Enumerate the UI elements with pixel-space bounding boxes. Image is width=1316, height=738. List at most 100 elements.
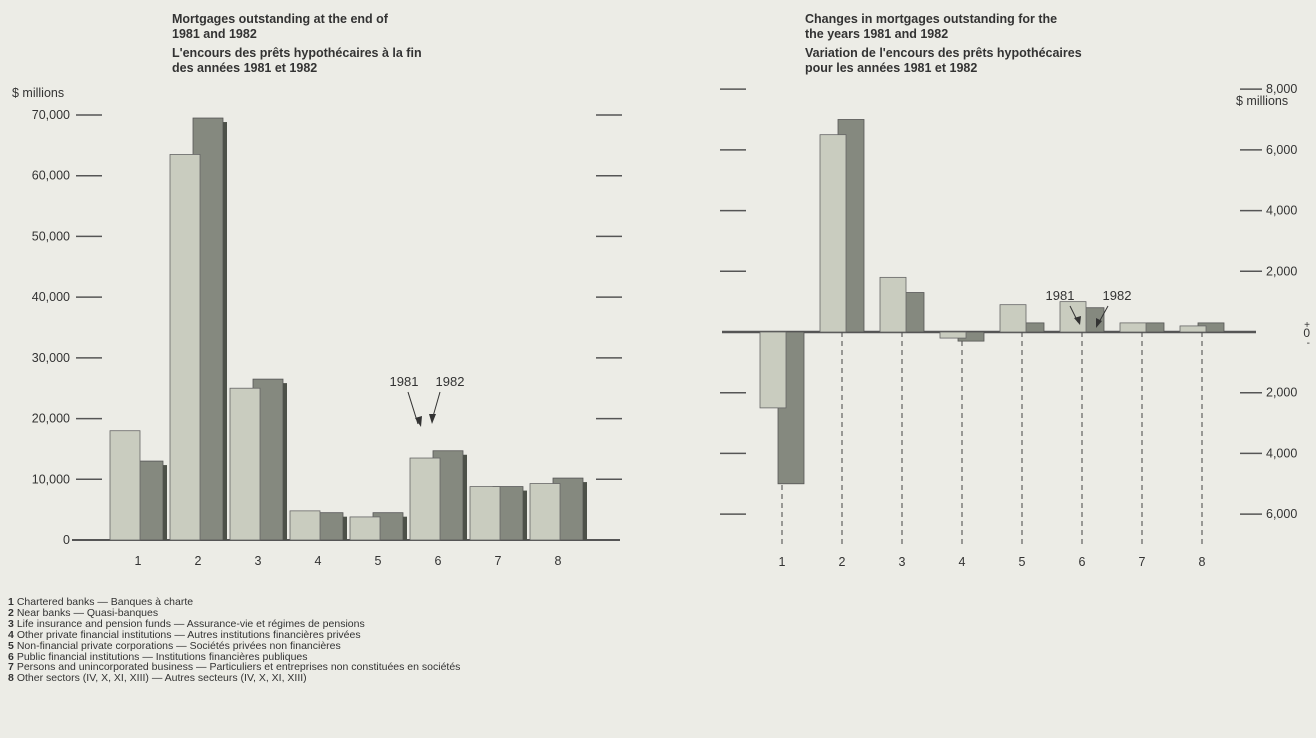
right-annotation-1982: 1982	[1103, 288, 1132, 303]
right-bar-1981	[879, 276, 907, 333]
right-x-tick-label: 1	[779, 555, 786, 569]
right-y-tick-label: 8,000	[1266, 82, 1297, 96]
right-bar-1981	[1059, 301, 1087, 333]
left-x-tick-label: 7	[495, 554, 502, 568]
legend-item: 1 Chartered banks — Banques à charte	[8, 597, 460, 608]
left-y-tick-label: 20,000	[32, 412, 70, 426]
right-y-tick-label: 2,000	[1266, 386, 1297, 400]
right-bar-1981	[1179, 325, 1207, 333]
legend-item-number: 4	[8, 628, 14, 641]
left-bar-1982-side	[583, 482, 587, 540]
legend-item-number: 3	[8, 617, 14, 630]
right-chart-title: Changes in mortgages outstanding for the…	[805, 12, 1225, 80]
legend-item-text: Other private financial institutions — A…	[16, 628, 361, 641]
right-annotation-1981: 1981	[1046, 288, 1075, 303]
left-bar-1981	[229, 387, 261, 541]
left-bar-1982-side	[223, 122, 227, 541]
left-annotation-1982: 1982	[436, 374, 465, 389]
legend-item: 2 Near banks — Quasi-banques	[8, 606, 460, 619]
right-bar-1981	[759, 331, 787, 409]
legend-item-text: Other sectors (IV, X, XI, XIII) — Autres…	[16, 672, 307, 685]
right-x-tick-label: 4	[959, 555, 966, 569]
left-x-tick-label: 4	[315, 554, 322, 568]
left-y-unit-label: $ millions	[12, 86, 65, 100]
left-y-tick-label: 10,000	[32, 472, 70, 486]
right-x-tick-label: 7	[1139, 555, 1146, 569]
right-x-tick-label: 5	[1019, 555, 1026, 569]
left-bar-1982-side	[343, 516, 347, 540]
left-bar-1981	[529, 483, 561, 541]
left-annotation-arrowhead-1982	[429, 414, 436, 424]
left-bar-1981	[109, 430, 141, 541]
left-x-tick-label: 2	[195, 554, 202, 568]
legend-item-text: Persons and unincorporated business — Pa…	[16, 661, 461, 674]
right-bar-1981	[939, 331, 967, 339]
right-title-en: Changes in mortgages outstanding for the…	[805, 12, 1058, 41]
legend-item-text: Public financial institutions — Institut…	[16, 650, 308, 663]
legend-item-number: 7	[8, 661, 14, 674]
right-bar-1981	[1119, 322, 1147, 333]
legend-item-text: Non-financial private corporations — Soc…	[16, 639, 341, 652]
right-x-tick-label: 2	[839, 555, 846, 569]
right-bar-1981	[999, 304, 1027, 333]
right-y-tick-label: 0	[1303, 326, 1310, 340]
left-y-tick-label: 40,000	[32, 290, 70, 304]
legend-item-number: 1	[8, 596, 14, 608]
left-bar-1981	[349, 516, 381, 541]
left-bar-1982-side	[463, 454, 467, 540]
left-annotation-1981: 1981	[390, 374, 419, 389]
left-title-fr: L'encours des prêts hypothécaires à la f…	[172, 46, 422, 75]
left-bar-1981	[289, 510, 321, 541]
left-y-tick-label: 50,000	[32, 229, 70, 243]
right-zero-minus: -	[1307, 338, 1310, 349]
right-annotation-arrowhead-1982	[1096, 318, 1102, 328]
legend-item: 5 Non-financial private corporations — So…	[8, 639, 460, 652]
legend-item-text: Near banks — Quasi-banques	[16, 606, 159, 619]
left-y-tick-label: 70,000	[32, 108, 70, 122]
left-x-tick-label: 5	[375, 554, 382, 568]
legend-item: 8 Other sectors (IV, X, XI, XIII) — Autre…	[8, 673, 460, 684]
legend-item: 4 Other private financial institutions — …	[8, 628, 460, 641]
left-bar-1982-side	[403, 516, 407, 540]
right-y-tick-label: 2,000	[1266, 264, 1297, 278]
legend-item: 6 Public financial institutions — Institu…	[8, 650, 460, 663]
right-y-tick-label: 4,000	[1266, 204, 1297, 218]
left-y-tick-label: 0	[63, 533, 70, 547]
left-bar-1982-side	[523, 490, 527, 540]
left-bar-1981	[409, 457, 441, 541]
right-x-tick-label: 3	[899, 555, 906, 569]
category-legend: 1 Chartered banks — Banques à charte 2 Near…	[8, 597, 460, 684]
left-x-tick-label: 6	[435, 554, 442, 568]
legend-item: 7 Persons and unincorporated business — P…	[8, 662, 460, 673]
left-x-tick-label: 8	[555, 554, 562, 568]
right-bar-1981	[819, 134, 847, 333]
left-chart-title: Mortgages outstanding at the end of 1981…	[172, 12, 592, 80]
legend-item-text: Chartered banks — Banques à charte	[16, 596, 194, 608]
left-bar-1982-side	[283, 383, 287, 540]
right-y-tick-label: 4,000	[1266, 446, 1297, 460]
legend-item-number: 6	[8, 650, 14, 663]
left-x-tick-label: 1	[135, 554, 142, 568]
left-bar-1981	[469, 486, 501, 541]
right-y-tick-label: 6,000	[1266, 143, 1297, 157]
left-bar-1982-side	[163, 465, 167, 540]
right-x-tick-label: 6	[1079, 555, 1086, 569]
left-y-tick-label: 30,000	[32, 351, 70, 365]
left-annotation-arrowhead-1981	[415, 416, 422, 427]
right-x-tick-label: 8	[1199, 555, 1206, 569]
legend-item-number: 8	[8, 672, 14, 685]
legend-item-number: 5	[8, 639, 14, 652]
right-y-tick-label: 6,000	[1266, 507, 1297, 521]
right-zero-plus: +	[1304, 320, 1310, 331]
legend-item-number: 2	[8, 606, 14, 619]
right-annotation-arrowhead-1981	[1074, 316, 1081, 325]
left-title-en: Mortgages outstanding at the end of 1981…	[172, 12, 388, 41]
left-y-tick-label: 60,000	[32, 169, 70, 183]
right-title-fr: Variation de l'encours des prêts hypothé…	[805, 46, 1082, 75]
left-x-tick-label: 3	[255, 554, 262, 568]
legend-item-text: Life insurance and pension funds — Assur…	[16, 617, 365, 630]
left-bar-1981	[169, 154, 201, 541]
legend-item: 3 Life insurance and pension funds — Assu…	[8, 617, 460, 630]
right-y-unit-label: $ millions	[1236, 94, 1289, 108]
